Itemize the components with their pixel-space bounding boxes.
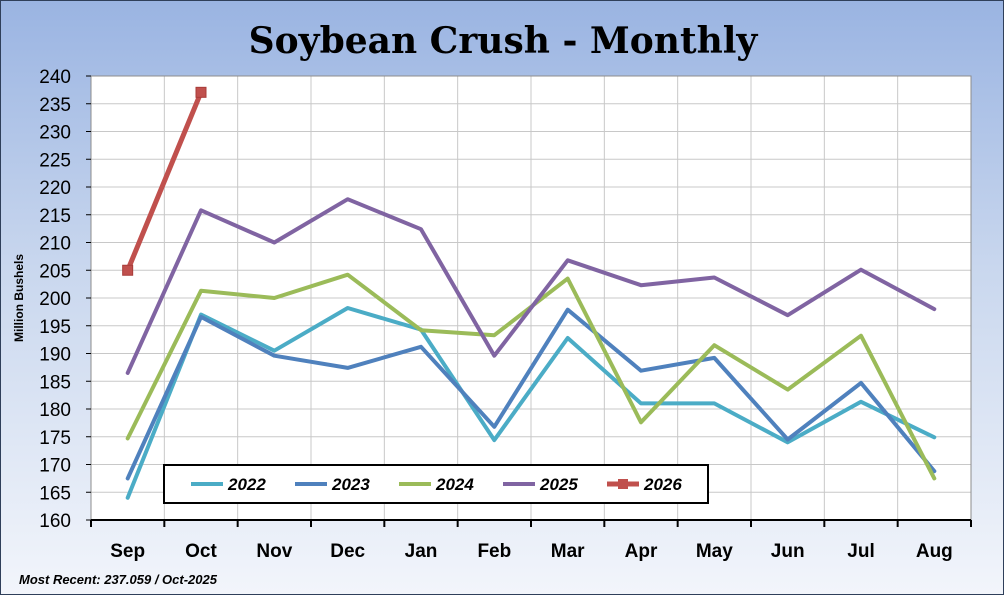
y-tick-label: 200 xyxy=(39,289,71,310)
x-tick-label: Nov xyxy=(256,541,292,562)
x-tick-label: May xyxy=(696,541,733,562)
x-tick-label: Jun xyxy=(771,541,805,562)
x-tick-label: Sep xyxy=(110,541,145,562)
y-tick-label: 210 xyxy=(39,234,71,255)
y-tick-label: 170 xyxy=(39,456,71,477)
y-tick-label: 185 xyxy=(39,372,71,393)
y-tick-label: 235 xyxy=(39,95,71,116)
most-recent-footnote: Most Recent: 237.059 / Oct-2025 xyxy=(19,572,218,587)
y-tick-label: 230 xyxy=(39,123,71,144)
y-tick-label: 240 xyxy=(39,67,71,88)
y-tick-label: 180 xyxy=(39,400,71,421)
series-line-2022 xyxy=(125,306,937,500)
x-tick-label: Oct xyxy=(185,541,217,562)
y-tick-label: 175 xyxy=(39,428,71,449)
legend-label-2023: 2023 xyxy=(331,475,370,494)
y-tick-label: 165 xyxy=(39,483,71,504)
chart-title: Soybean Crush - Monthly xyxy=(249,20,759,62)
data-point-2026 xyxy=(195,86,207,98)
y-tick-label: 225 xyxy=(39,150,71,171)
x-tick-label: Feb xyxy=(477,541,511,562)
legend-label-2022: 2022 xyxy=(227,475,266,494)
y-tick-label: 215 xyxy=(39,206,71,227)
x-tick-label: Aug xyxy=(916,541,953,562)
y-tick-label: 160 xyxy=(39,511,71,532)
y-tick-label: 205 xyxy=(39,261,71,282)
legend-label-2024: 2024 xyxy=(435,475,474,494)
x-tick-label: Apr xyxy=(625,541,658,562)
y-tick-label: 195 xyxy=(39,317,71,338)
series-line-2025 xyxy=(125,197,937,375)
x-tick-label: Jul xyxy=(847,541,874,562)
y-tick-label: 220 xyxy=(39,178,71,199)
data-point-2026 xyxy=(122,264,134,276)
series-lines xyxy=(122,86,937,500)
y-tick-label: 190 xyxy=(39,345,71,366)
x-tick-label: Dec xyxy=(330,541,365,562)
series-line-2023 xyxy=(125,307,937,481)
legend-label-2026: 2026 xyxy=(643,475,682,494)
legend-marker-2026 xyxy=(618,479,628,489)
axes: 160 165 170 175 180 185 190 195 200 205 210 215 220 2… xyxy=(39,67,972,562)
x-tick-label: Mar xyxy=(551,541,585,562)
gridlines xyxy=(91,75,971,520)
legend-label-2025: 2025 xyxy=(539,475,578,494)
legend: 2022 2023 2024 2025 2026 xyxy=(163,464,709,504)
x-tick-label: Jan xyxy=(405,541,438,562)
y-axis-label: Million Bushels xyxy=(12,254,26,342)
series-line-2026 xyxy=(125,89,204,273)
